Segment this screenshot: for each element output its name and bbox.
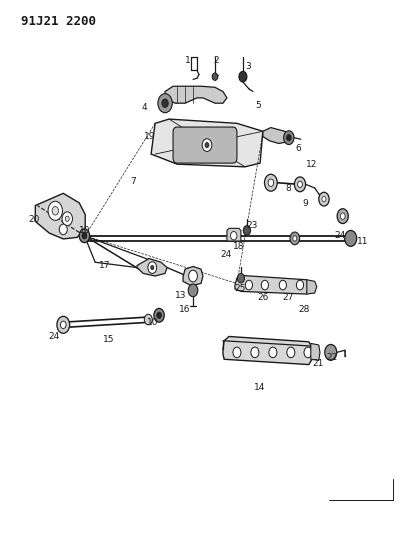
Circle shape bbox=[188, 270, 197, 282]
Circle shape bbox=[212, 73, 217, 80]
Text: 19: 19 bbox=[144, 132, 155, 141]
Polygon shape bbox=[137, 259, 167, 276]
Circle shape bbox=[48, 201, 62, 220]
Text: 11: 11 bbox=[356, 237, 368, 246]
Text: 10: 10 bbox=[146, 318, 158, 327]
Circle shape bbox=[336, 209, 347, 223]
Circle shape bbox=[267, 179, 273, 187]
Circle shape bbox=[286, 347, 294, 358]
Text: 24: 24 bbox=[220, 251, 231, 260]
Polygon shape bbox=[165, 86, 227, 103]
Text: 13: 13 bbox=[174, 291, 186, 300]
FancyBboxPatch shape bbox=[172, 127, 236, 163]
Circle shape bbox=[144, 314, 152, 325]
Text: 27: 27 bbox=[282, 293, 293, 302]
Circle shape bbox=[150, 265, 154, 270]
Text: 22: 22 bbox=[326, 353, 337, 362]
Circle shape bbox=[245, 280, 252, 290]
Polygon shape bbox=[182, 266, 203, 286]
Circle shape bbox=[62, 212, 72, 225]
Text: 18: 18 bbox=[233, 242, 244, 251]
Text: 24: 24 bbox=[49, 332, 60, 341]
Text: 7: 7 bbox=[130, 177, 136, 186]
Circle shape bbox=[286, 134, 290, 141]
Circle shape bbox=[202, 139, 211, 151]
Text: 12: 12 bbox=[306, 160, 317, 169]
Text: 10: 10 bbox=[79, 226, 90, 235]
Text: 23: 23 bbox=[246, 221, 257, 230]
Circle shape bbox=[154, 309, 164, 322]
Circle shape bbox=[156, 312, 161, 318]
Circle shape bbox=[344, 230, 356, 246]
Text: 15: 15 bbox=[102, 335, 114, 344]
Text: 2: 2 bbox=[213, 56, 219, 65]
Polygon shape bbox=[35, 193, 85, 239]
Text: 9: 9 bbox=[302, 199, 308, 208]
Polygon shape bbox=[306, 280, 316, 294]
Circle shape bbox=[79, 229, 89, 243]
Text: 3: 3 bbox=[245, 62, 250, 70]
Text: 91J21 2200: 91J21 2200 bbox=[21, 14, 96, 28]
Polygon shape bbox=[310, 343, 319, 360]
Circle shape bbox=[264, 174, 277, 191]
Text: 20: 20 bbox=[28, 215, 40, 224]
Circle shape bbox=[250, 347, 258, 358]
Circle shape bbox=[232, 347, 240, 358]
Text: 1: 1 bbox=[185, 56, 190, 65]
Circle shape bbox=[279, 280, 286, 290]
Circle shape bbox=[205, 142, 209, 148]
Circle shape bbox=[65, 216, 69, 221]
Circle shape bbox=[296, 280, 303, 290]
Text: 24: 24 bbox=[334, 231, 345, 240]
Circle shape bbox=[268, 347, 276, 358]
Circle shape bbox=[297, 181, 302, 188]
Circle shape bbox=[283, 131, 293, 144]
Circle shape bbox=[82, 232, 87, 239]
Polygon shape bbox=[151, 119, 262, 167]
Circle shape bbox=[230, 231, 236, 240]
Text: 16: 16 bbox=[178, 305, 190, 314]
Circle shape bbox=[321, 197, 325, 202]
Polygon shape bbox=[234, 276, 308, 294]
Text: 6: 6 bbox=[294, 144, 300, 154]
Text: 4: 4 bbox=[141, 103, 146, 112]
Circle shape bbox=[324, 344, 336, 360]
Circle shape bbox=[289, 232, 299, 245]
Text: 17: 17 bbox=[98, 261, 110, 270]
Circle shape bbox=[238, 71, 246, 82]
Circle shape bbox=[52, 207, 58, 215]
Circle shape bbox=[188, 284, 197, 297]
Text: 25: 25 bbox=[234, 284, 245, 293]
Text: 14: 14 bbox=[254, 383, 265, 392]
Circle shape bbox=[162, 99, 168, 108]
Text: 5: 5 bbox=[254, 101, 260, 110]
Circle shape bbox=[294, 177, 305, 192]
Circle shape bbox=[237, 273, 244, 283]
Circle shape bbox=[59, 224, 67, 235]
Circle shape bbox=[57, 317, 69, 333]
Text: 8: 8 bbox=[284, 183, 290, 192]
Circle shape bbox=[292, 236, 296, 241]
Circle shape bbox=[158, 94, 172, 113]
Circle shape bbox=[303, 347, 311, 358]
Polygon shape bbox=[262, 127, 288, 143]
Polygon shape bbox=[227, 228, 240, 241]
Circle shape bbox=[243, 225, 250, 235]
Circle shape bbox=[261, 280, 268, 290]
Circle shape bbox=[148, 262, 156, 273]
Circle shape bbox=[318, 192, 328, 206]
Text: 28: 28 bbox=[298, 305, 309, 314]
Text: 21: 21 bbox=[311, 359, 322, 367]
Circle shape bbox=[340, 213, 344, 219]
Circle shape bbox=[60, 321, 66, 328]
Text: 26: 26 bbox=[257, 293, 268, 302]
Polygon shape bbox=[223, 336, 311, 365]
